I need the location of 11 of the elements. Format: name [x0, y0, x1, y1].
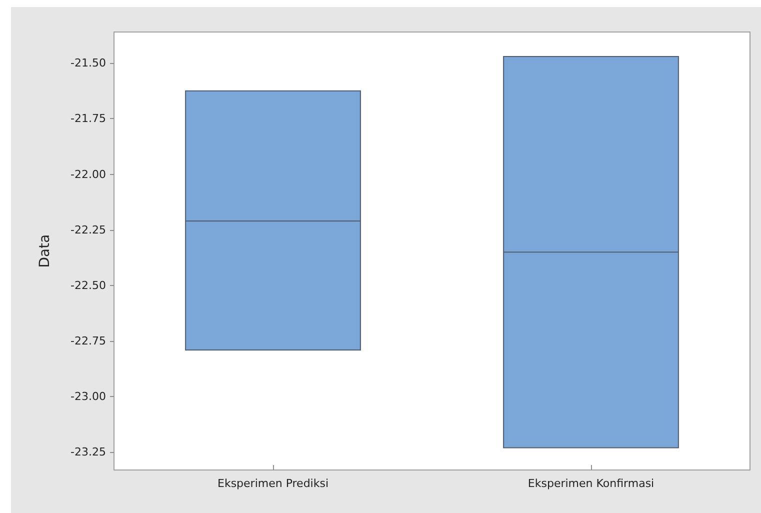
y-axis-title: Data — [37, 234, 53, 268]
x-tick-label: Eksperimen Prediksi — [217, 477, 329, 490]
y-tick-label: -22.25 — [70, 223, 106, 236]
y-tick-label: -21.50 — [70, 56, 106, 70]
y-tick-label: -22.00 — [70, 168, 106, 181]
y-tick-label: -23.25 — [70, 446, 106, 459]
y-tick-label: -23.00 — [70, 390, 106, 404]
y-tick-label: -22.75 — [70, 334, 106, 348]
y-tick-label: -22.50 — [70, 278, 106, 292]
x-tick-label: Eksperimen Konfirmasi — [528, 477, 654, 490]
y-tick-label: -21.75 — [70, 112, 106, 126]
